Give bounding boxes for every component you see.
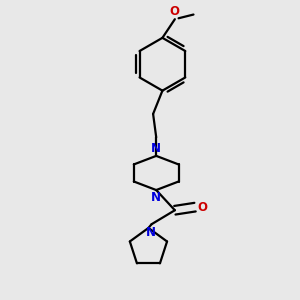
Text: N: N xyxy=(151,142,161,154)
Text: N: N xyxy=(151,191,161,204)
Text: O: O xyxy=(170,4,180,18)
Text: O: O xyxy=(197,201,208,214)
Text: N: N xyxy=(146,226,156,239)
